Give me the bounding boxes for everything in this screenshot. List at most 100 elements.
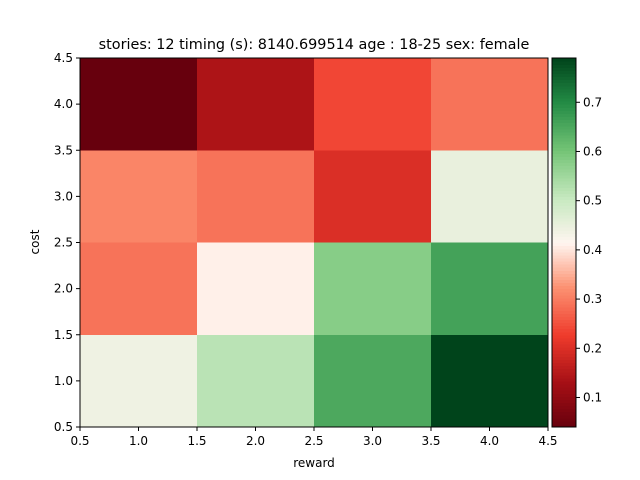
heatmap-cell-r2-c2 (197, 242, 314, 335)
colorbar-segment (552, 233, 576, 237)
colorbar-segment (552, 82, 576, 87)
colorbar-segment (552, 267, 576, 271)
colorbar-segment (552, 260, 576, 265)
colorbar-segment (552, 159, 576, 164)
colorbar-segment (552, 319, 576, 324)
x-axis-ticks: 0.5 1.0 1.5 2.0 2.5 3.0 3.5 4.0 4.5 (70, 427, 558, 448)
colorbar-segment (552, 276, 576, 280)
colorbar-segment (552, 174, 576, 179)
colorbar-segment (552, 307, 576, 311)
colorbar-segment (552, 291, 576, 296)
colorbar-segment (552, 374, 576, 379)
colorbar-segment (552, 147, 576, 151)
y-tick-label: 2.5 (54, 236, 73, 250)
colorbar-segment (552, 141, 576, 145)
colorbar-segment (552, 365, 576, 370)
colorbar-segment (552, 408, 576, 413)
colorbar-segment (552, 304, 576, 308)
colorbar-segment (552, 190, 576, 194)
colorbar-segment (552, 168, 576, 173)
colorbar-segment (552, 396, 576, 400)
heatmap-cell-r2-c3 (314, 242, 431, 335)
colorbar-segment (552, 393, 576, 397)
colorbar-segment (552, 217, 576, 222)
x-tick-label: 0.5 (70, 434, 89, 448)
colorbar-segment (552, 119, 576, 124)
colorbar-segment (552, 171, 576, 176)
colorbar-ticks: 0.1 0.2 0.3 0.4 0.5 0.6 0.7 (576, 95, 602, 404)
x-tick-label: 3.0 (363, 434, 382, 448)
colorbar-segment (552, 340, 576, 345)
colorbar-segment (552, 294, 576, 299)
colorbar-segment (552, 214, 576, 219)
colorbar-segment (552, 245, 576, 250)
colorbar-tick-label: 0.3 (583, 292, 602, 306)
colorbar-segment (552, 94, 576, 99)
heatmap-cell-r4-c3 (314, 58, 431, 151)
x-axis-label: reward (293, 456, 335, 470)
colorbar-segment (552, 297, 576, 302)
colorbar-segment (552, 353, 576, 357)
y-tick-label: 3.5 (54, 143, 73, 157)
colorbar-segment (552, 343, 576, 348)
colorbar-segment (552, 134, 576, 139)
colorbar-segment (552, 193, 576, 197)
colorbar-segment (552, 350, 576, 354)
y-tick-label: 3.0 (54, 189, 73, 203)
colorbar-segment (552, 331, 576, 336)
colorbar-segment (552, 423, 576, 428)
y-tick-label: 1.0 (54, 374, 73, 388)
heatmap-cell-r3-c2 (197, 150, 314, 243)
colorbar-segment (552, 202, 576, 207)
heatmap-cell-r3-c1 (80, 150, 197, 243)
colorbar-segment (552, 248, 576, 253)
colorbar-segment (552, 88, 576, 93)
heatmap-cell-r1-c4 (431, 334, 548, 427)
colorbar-segment (552, 211, 576, 216)
colorbar-segment (552, 156, 576, 161)
x-tick-label: 1.0 (129, 434, 148, 448)
colorbar-segment (552, 251, 576, 256)
colorbar-segment (552, 399, 576, 403)
colorbar-segment (552, 101, 576, 105)
colorbar-segment (552, 85, 576, 90)
colorbar-tick-label: 0.4 (583, 243, 602, 257)
heatmap-cell-r1-c3 (314, 334, 431, 427)
colorbar-segment (552, 61, 576, 65)
colorbar-segment (552, 242, 576, 247)
colorbar-segment (552, 76, 576, 81)
y-axis-ticks: 0.5 1.0 1.5 2.0 2.5 3.0 3.5 4.0 4.5 (54, 51, 80, 434)
colorbar-segment (552, 79, 576, 84)
colorbar-segment (552, 254, 576, 259)
x-tick-label: 4.0 (480, 434, 499, 448)
colorbar-segment (552, 165, 576, 170)
heatmap-cell-r3-c4 (431, 150, 548, 243)
colorbar-segment (552, 362, 576, 367)
x-tick-label: 4.5 (538, 434, 557, 448)
colorbar-segment (552, 337, 576, 342)
colorbar-segment (552, 405, 576, 410)
colorbar-segment (552, 199, 576, 204)
colorbar (552, 58, 576, 428)
colorbar-segment (552, 368, 576, 373)
heatmap-cell-r1-c1 (80, 334, 197, 427)
heatmap-cell-r2-c1 (80, 242, 197, 335)
colorbar-segment (552, 279, 576, 284)
colorbar-segment (552, 110, 576, 114)
colorbar-segment (552, 417, 576, 422)
y-tick-label: 4.5 (54, 51, 73, 65)
heatmap-cells (80, 58, 548, 427)
colorbar-segment (552, 325, 576, 330)
colorbar-segment (552, 196, 576, 201)
colorbar-segment (552, 144, 576, 148)
colorbar-segment (552, 257, 576, 262)
colorbar-tick-label: 0.1 (583, 390, 602, 404)
colorbar-segment (552, 224, 576, 228)
y-tick-label: 1.5 (54, 328, 73, 342)
colorbar-segment (552, 371, 576, 376)
colorbar-segment (552, 162, 576, 167)
colorbar-segment (552, 273, 576, 277)
colorbar-segment (552, 64, 576, 68)
y-tick-label: 4.0 (54, 97, 73, 111)
colorbar-segment (552, 383, 576, 388)
